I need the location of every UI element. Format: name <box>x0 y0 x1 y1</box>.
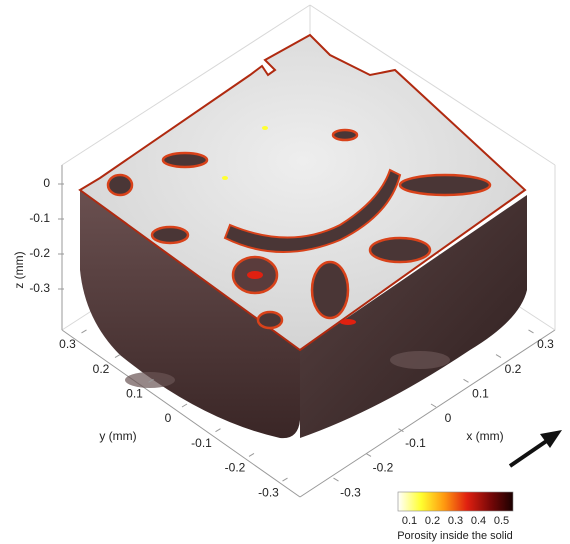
x-tick-label: -0.1 <box>405 436 426 450</box>
y-tick <box>81 329 87 334</box>
y-tick-label: 0.3 <box>59 337 76 351</box>
x-tick <box>528 329 534 334</box>
x-tick-label: 0.3 <box>537 337 554 351</box>
x-tick-label: 0 <box>445 411 452 425</box>
y-tick <box>148 378 154 383</box>
z-tick-label: 0 <box>43 176 50 190</box>
y-tick-label: -0.2 <box>225 461 246 475</box>
colorbar-tick-label: 0.4 <box>471 515 486 527</box>
colorbar-tick-label: 0.3 <box>448 515 463 527</box>
x-tick <box>430 403 437 408</box>
rendered-solid <box>78 33 527 439</box>
y-tick <box>215 428 221 433</box>
colorbar-label: Porosity inside the solid <box>397 530 513 542</box>
axes: 0-0.1-0.2-0.30.30.20.10-0.1-0.2-0.3 -0.3-… <box>29 176 554 527</box>
x-tick <box>365 452 372 457</box>
y-axis-label: y (mm) <box>99 429 136 443</box>
z-tick-label: -0.1 <box>29 211 50 225</box>
x-tick-label: -0.2 <box>373 461 394 475</box>
y-tick-label: 0.2 <box>93 362 110 376</box>
x-tick-label: 0.2 <box>505 362 522 376</box>
y-tick-label: 0.1 <box>126 386 143 400</box>
y-tick <box>248 452 255 457</box>
x-tick <box>463 378 469 383</box>
y-tick-label: 0 <box>165 411 172 425</box>
x-tick <box>495 354 502 359</box>
colorbar-tick-label: 0.5 <box>494 515 509 527</box>
y-tick <box>282 477 288 482</box>
y-tick-label: -0.1 <box>191 436 212 450</box>
colorbar-tick-label: 0.2 <box>425 515 440 527</box>
x-axis-label: x (mm) <box>466 429 503 443</box>
z-axis-label: z (mm) <box>12 251 26 288</box>
z-tick-label: -0.3 <box>29 281 50 295</box>
direction-arrow <box>508 430 562 468</box>
y-tick-label: -0.3 <box>258 485 279 499</box>
x-tick <box>398 428 404 433</box>
x-tick-label: 0.1 <box>472 386 489 400</box>
x-tick <box>333 477 339 482</box>
colorbar <box>397 491 514 512</box>
z-tick-label: -0.2 <box>29 246 50 260</box>
y-tick <box>114 354 121 359</box>
colorbar-tick-label: 0.1 <box>402 515 417 527</box>
y-tick <box>181 403 188 408</box>
x-tick-label: -0.3 <box>340 485 361 499</box>
